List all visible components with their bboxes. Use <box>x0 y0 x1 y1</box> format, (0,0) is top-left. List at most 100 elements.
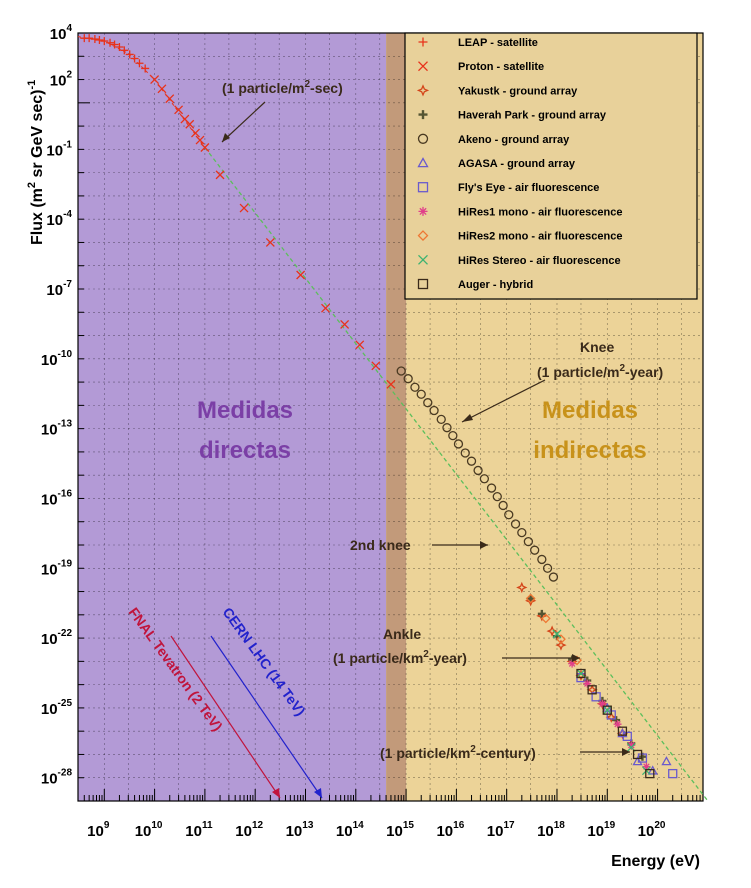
legend-label-10: Auger - hybrid <box>458 279 533 291</box>
point-hires1-mono-air-fluorescence-4 <box>627 741 636 750</box>
annotation-knee-sup: 2 <box>619 363 625 374</box>
x-tick-exponent: 19 <box>604 820 616 831</box>
legend-box <box>404 32 698 300</box>
point-proton-satellite-13 <box>321 303 330 313</box>
reference-line-segment <box>204 147 709 802</box>
y-tick-exponent: -22 <box>58 628 73 639</box>
y-tick-label-10: 10-25 <box>41 698 73 718</box>
legend-marker-5 <box>417 157 429 168</box>
legend-marker-10 <box>417 278 429 290</box>
y-axis-label-sup1: 2 <box>26 182 38 188</box>
point-hires2-mono-air-fluorescence-2 <box>556 634 566 645</box>
y-tick-exponent: -28 <box>58 768 73 779</box>
point-hires1-mono-air-fluorescence-2 <box>598 699 607 708</box>
point-leap-satellite-2 <box>90 35 99 44</box>
x-tick-base: 10 <box>87 823 104 840</box>
y-tick-exponent: 4 <box>66 23 72 34</box>
region-label-direct-line1: Medidas <box>197 397 293 424</box>
point-auger-hybrid-3 <box>617 726 628 736</box>
y-tick-label-5: 10-10 <box>41 349 73 369</box>
y-tick-base: 10 <box>41 491 58 508</box>
point-haverah-park-ground-array-1 <box>537 609 546 618</box>
point-proton-satellite-3 <box>174 105 184 115</box>
point-leap-satellite-9 <box>125 50 134 59</box>
annotation-second-knee: 2nd knee <box>350 537 411 553</box>
point-auger-hybrid-4 <box>632 749 643 760</box>
y-tick-label-7: 10-16 <box>41 488 73 508</box>
region-label-indirect-line1: Medidas <box>542 397 638 424</box>
point-akeno-ground-array-2 <box>410 382 420 392</box>
point-proton-satellite-0 <box>150 75 160 85</box>
y-tick-exponent: -25 <box>58 698 73 709</box>
legend-marker-9 <box>418 254 428 265</box>
point-proton-satellite-10 <box>239 203 249 213</box>
y-tick-label-3: 10-4 <box>46 209 72 229</box>
x-tick-label-9: 1018 <box>537 820 565 840</box>
legend: LEAP - satellite Proton - satellite Yakust… <box>404 32 698 300</box>
y-tick-label-8: 10-19 <box>41 558 73 578</box>
legend-label-2: Yakustk - ground array <box>458 85 578 97</box>
y-axis-label-main: Flux (m <box>29 188 46 245</box>
point-akeno-ground-array-4 <box>423 398 433 408</box>
arrowhead-one-per-km2-century <box>622 748 630 756</box>
region-band-2 <box>386 33 407 801</box>
annotation-century-main: (1 particle/km <box>380 745 470 761</box>
point-proton-satellite-9 <box>215 170 225 180</box>
x-tick-label-6: 1015 <box>386 820 414 840</box>
x-tick-labels: 109 1010 1011 1012 1013 1014 1015 1016 1017 1018 1… <box>87 820 666 840</box>
point-akeno-ground-array-24 <box>548 572 559 582</box>
point-akeno-ground-array-22 <box>537 554 547 565</box>
point-akeno-ground-array-12 <box>473 465 483 476</box>
y-tick-base: 10 <box>46 282 63 299</box>
annotation-one-per-km2-century: (1 particle/km2-century) <box>380 744 536 761</box>
y-tick-label-4: 10-7 <box>46 279 72 299</box>
arrowhead-knee <box>462 414 473 422</box>
point-yakustk-ground-array-6 <box>575 669 587 682</box>
x-tick-base: 10 <box>537 823 554 840</box>
point-leap-satellite-11 <box>135 59 144 68</box>
point-hires-stereo-air-fluorescence-2 <box>602 705 612 715</box>
y-tick-label-1: 102 <box>50 70 73 90</box>
legend-label-5: AGASA - ground array <box>458 158 576 170</box>
x-tick-base: 10 <box>436 823 453 840</box>
y-tick-base: 10 <box>41 422 58 439</box>
y-tick-base: 10 <box>41 701 58 718</box>
x-tick-exponent: 16 <box>453 820 465 831</box>
annotation-ankle-main: (1 particle/km <box>333 650 423 666</box>
x-tick-label-0: 109 <box>87 820 110 840</box>
x-tick-base: 10 <box>638 823 655 840</box>
point-akeno-ground-array-19 <box>517 527 527 538</box>
point-proton-satellite-1 <box>157 84 167 94</box>
point-proton-satellite-17 <box>386 379 396 389</box>
point-hires1-mono-air-fluorescence-1 <box>583 679 592 688</box>
point-yakustk-ground-array-4 <box>555 639 567 651</box>
y-tick-exponent: -13 <box>58 419 73 430</box>
annotation-knee-title: Knee <box>580 339 614 355</box>
y-tick-label-6: 10-13 <box>41 419 73 439</box>
y-tick-base: 10 <box>50 26 67 43</box>
point-leap-satellite-7 <box>115 43 124 52</box>
arrow-fnal <box>170 635 281 799</box>
point-leap-satellite-12 <box>141 64 150 73</box>
x-tick-base: 10 <box>286 823 303 840</box>
y-tick-exponent: -4 <box>63 209 72 220</box>
point-auger-hybrid-0 <box>576 668 586 679</box>
point-leap-satellite-10 <box>130 54 139 63</box>
annotation-century-end: -century) <box>476 745 536 761</box>
point-auger-hybrid-1 <box>587 685 597 695</box>
point-yakustk-ground-array-3 <box>546 625 558 637</box>
point-proton-satellite-14 <box>340 319 350 329</box>
y-axis-label-sup2: -1 <box>26 80 38 90</box>
point-proton-satellite-15 <box>355 340 365 350</box>
point-akeno-ground-array-14 <box>486 483 497 493</box>
x-tick-exponent: 10 <box>151 820 163 831</box>
region-label-indirect-line2: indirectas <box>533 437 646 464</box>
y-tick-exponent: -10 <box>58 349 73 360</box>
point-yakustk-ground-array-2 <box>536 610 548 622</box>
x-tick-base: 10 <box>235 823 252 840</box>
point-proton-satellite-16 <box>371 361 381 371</box>
y-tick-exponent: -1 <box>63 139 72 150</box>
point-proton-satellite-2 <box>165 94 175 104</box>
annotation-ankle-end: -year) <box>429 650 467 666</box>
